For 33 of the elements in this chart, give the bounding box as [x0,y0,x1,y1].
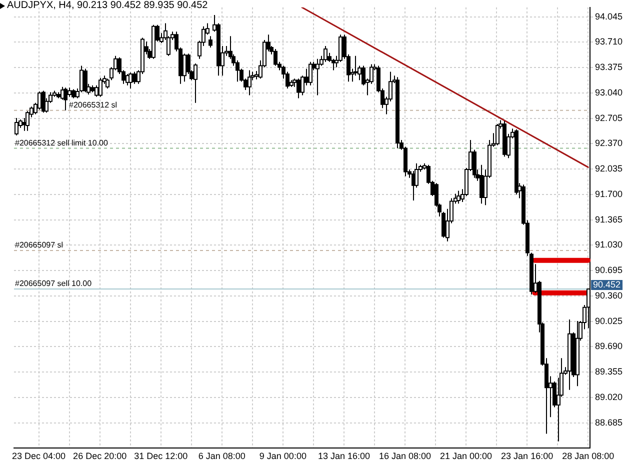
x-tick-label: 23 Dec 04:00 [12,451,66,462]
x-tick-label: 13 Jan 16:00 [318,451,370,462]
x-tick-label: 6 Jan 08:00 [198,451,246,462]
y-tick-label: 93.710 [595,36,623,47]
y-tick-label: 92.370 [595,138,623,148]
y-tick-label: 90.360 [595,290,623,300]
x-tick-label: 16 Jan 08:00 [378,451,432,462]
ref-line-label: #20665097 sell 10.00 [15,279,92,288]
y-tick-label: 89.690 [595,341,623,352]
y-tick-label: 91.030 [595,240,623,250]
y-tick-label: 88.685 [595,417,623,428]
text: 90.452 [593,279,621,290]
y-tick-label: 94.045 [595,11,623,22]
x-tick-label: 9 Jan 00:00 [259,451,306,462]
y-tick-label: 93.040 [595,87,623,98]
y-tick-label: 91.700 [595,188,623,199]
ref-line-label: #20665097 sl [15,240,64,250]
x-tick-label: 21 Jan 00:00 [440,451,492,462]
y-tick-label: 92.035 [595,164,623,174]
y-tick-label: 90.695 [595,265,623,276]
y-tick-label: 89.355 [595,366,623,377]
chart-title: AUDJPYX, H4, 90.213 90.452 89.935 90.452 [7,0,208,11]
x-tick-label: 31 Dec 12:00 [134,451,188,462]
y-tick-label: 90.025 [595,316,623,326]
x-tick-label: 28 Jan 08:00 [562,451,614,462]
y-tick-label: 89.020 [595,392,623,402]
y-tick-label: 92.705 [595,112,623,123]
ref-line-label: #20665312 sell limit 10.00 [15,138,109,148]
x-tick-label: 23 Jan 16:00 [501,451,554,462]
ref-line-label: #20665312 sl [69,100,118,110]
y-tick-label: 93.375 [595,62,623,72]
y-tick-label: 91.365 [595,214,623,224]
x-tick-label: 26 Dec 20:00 [73,451,127,462]
